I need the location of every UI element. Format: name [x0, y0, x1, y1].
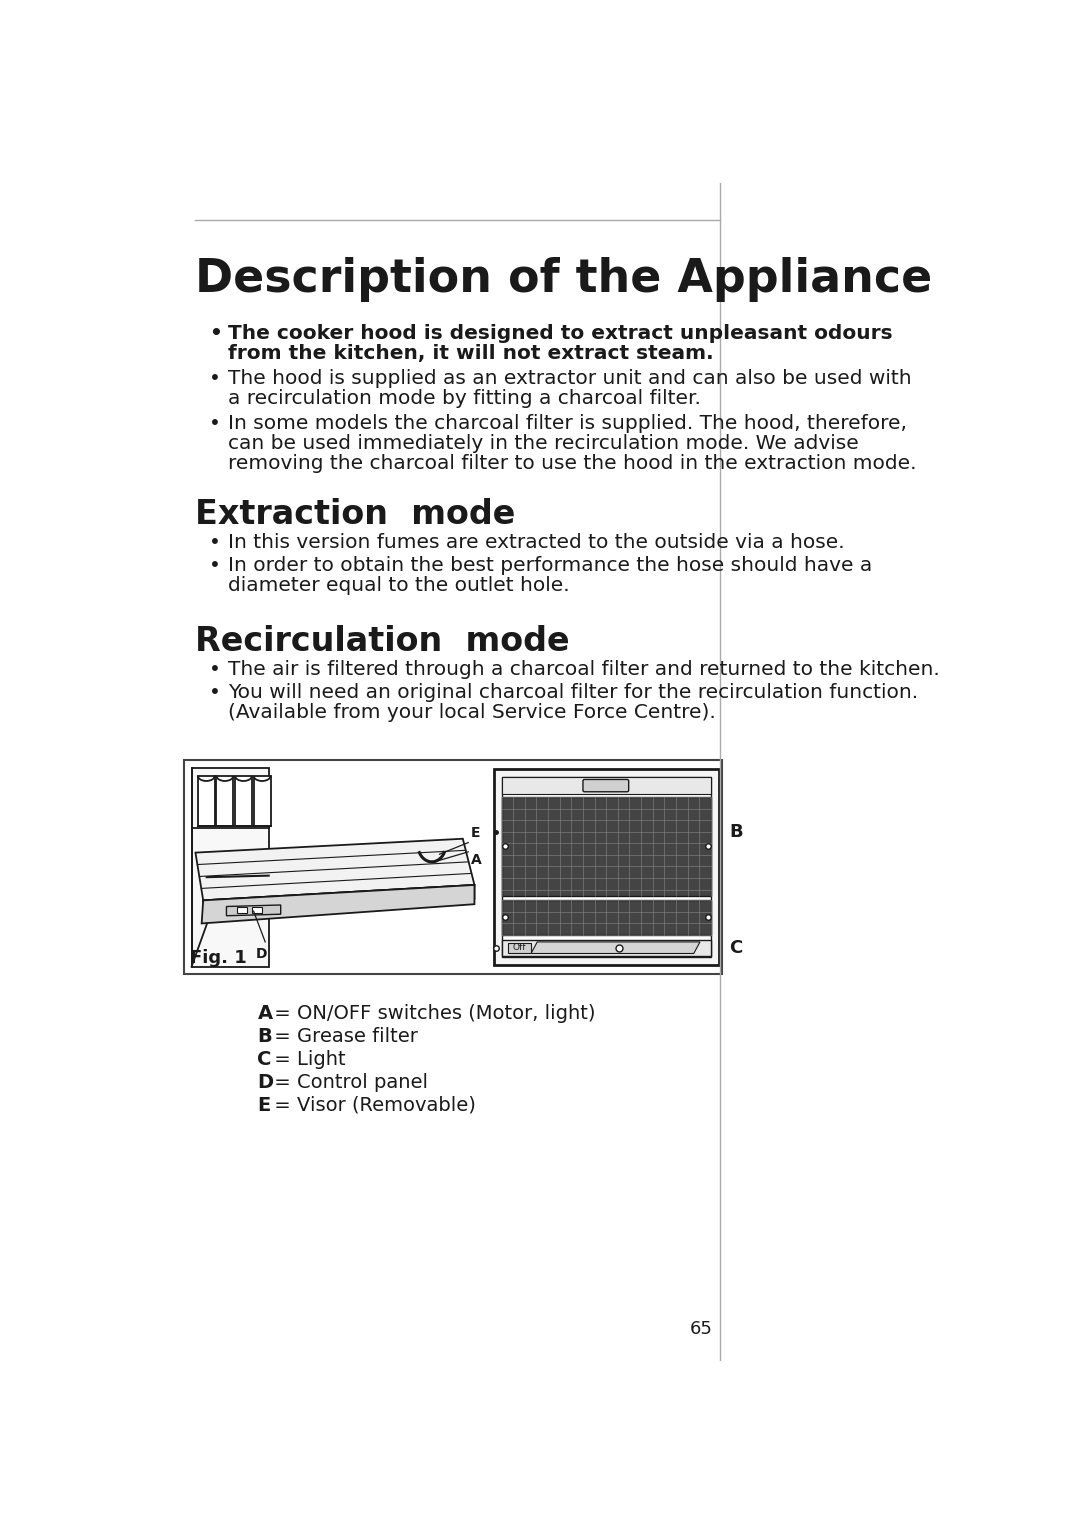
FancyBboxPatch shape: [583, 780, 629, 792]
Text: = Grease filter: = Grease filter: [268, 1026, 418, 1046]
Polygon shape: [227, 905, 281, 916]
Text: diameter equal to the outlet hole.: diameter equal to the outlet hole.: [228, 576, 569, 595]
Bar: [198, 775, 215, 826]
Text: 65: 65: [689, 1321, 713, 1338]
Text: Off: Off: [513, 943, 526, 953]
Text: •: •: [210, 414, 221, 433]
Polygon shape: [252, 907, 262, 913]
Bar: [184, 760, 721, 974]
Text: C: C: [257, 1050, 272, 1069]
Polygon shape: [203, 885, 474, 917]
Bar: [501, 777, 711, 794]
Text: from the kitchen, it will not extract steam.: from the kitchen, it will not extract st…: [228, 344, 714, 364]
Text: a recirculation mode by fitting a charcoal filter.: a recirculation mode by fitting a charco…: [228, 388, 701, 408]
Text: A: A: [257, 1003, 272, 1023]
Bar: [254, 775, 271, 826]
Polygon shape: [237, 907, 246, 913]
Text: Fig. 1: Fig. 1: [190, 948, 246, 966]
Text: A: A: [471, 853, 482, 867]
Text: B: B: [729, 823, 743, 841]
Text: •: •: [210, 534, 221, 552]
Text: D: D: [256, 948, 267, 962]
Bar: [501, 777, 711, 957]
Text: Extraction  mode: Extraction mode: [195, 498, 516, 532]
Text: In order to obtain the best performance the hose should have a: In order to obtain the best performance …: [228, 557, 873, 575]
Text: E: E: [471, 826, 481, 841]
Text: Recirculation  mode: Recirculation mode: [195, 625, 570, 659]
Bar: [501, 797, 711, 896]
Text: = Light: = Light: [268, 1050, 346, 1069]
Bar: [216, 775, 233, 826]
Text: removing the charcoal filter to use the hood in the extraction mode.: removing the charcoal filter to use the …: [228, 454, 917, 472]
Text: can be used immediately in the recirculation mode. We advise: can be used immediately in the recircula…: [228, 434, 859, 453]
Polygon shape: [195, 839, 474, 901]
Text: •: •: [210, 324, 222, 344]
Polygon shape: [202, 885, 474, 924]
Text: The air is filtered through a charcoal filter and returned to the kitchen.: The air is filtered through a charcoal f…: [228, 661, 940, 679]
Text: = Visor (Removable): = Visor (Removable): [268, 1096, 476, 1115]
Text: •: •: [210, 661, 221, 679]
Bar: [508, 943, 531, 953]
Bar: [191, 768, 269, 966]
Text: In this version fumes are extracted to the outside via a hose.: In this version fumes are extracted to t…: [228, 534, 845, 552]
Text: D: D: [257, 1073, 273, 1092]
Text: In some models the charcoal filter is supplied. The hood, therefore,: In some models the charcoal filter is su…: [228, 414, 907, 433]
Text: •: •: [210, 368, 221, 388]
Text: You will need an original charcoal filter for the recirculation function.: You will need an original charcoal filte…: [228, 683, 918, 702]
Text: The cooker hood is designed to extract unpleasant odours: The cooker hood is designed to extract u…: [228, 324, 893, 344]
Bar: [494, 769, 718, 965]
Text: B: B: [257, 1026, 272, 1046]
Bar: [235, 775, 252, 826]
Polygon shape: [531, 942, 700, 954]
Bar: [501, 940, 711, 956]
Text: C: C: [729, 939, 743, 957]
Text: E: E: [257, 1096, 271, 1115]
Text: = Control panel: = Control panel: [268, 1073, 429, 1092]
Text: Description of the Appliance: Description of the Appliance: [195, 257, 933, 301]
Bar: [501, 901, 711, 936]
Text: = ON/OFF switches (Motor, light): = ON/OFF switches (Motor, light): [268, 1003, 596, 1023]
Text: •: •: [210, 557, 221, 575]
Text: The hood is supplied as an extractor unit and can also be used with: The hood is supplied as an extractor uni…: [228, 368, 912, 388]
Text: (Available from your local Service Force Centre).: (Available from your local Service Force…: [228, 703, 716, 722]
Text: •: •: [210, 683, 221, 702]
